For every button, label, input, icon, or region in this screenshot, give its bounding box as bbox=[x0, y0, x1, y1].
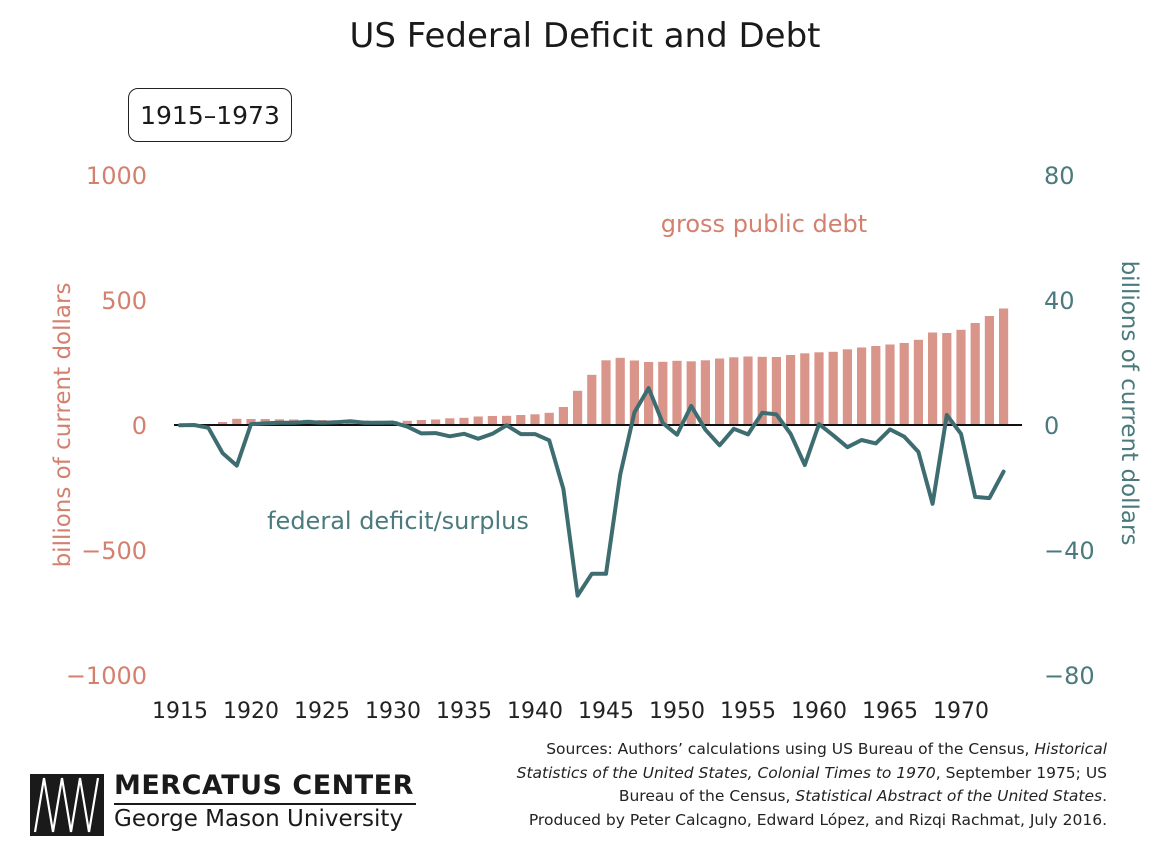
sources-line4-text: Produced by Peter Calcagno, Edward López… bbox=[528, 810, 1107, 829]
mercatus-logo: MERCATUS CENTER George Mason University bbox=[30, 770, 416, 840]
debt-bar bbox=[899, 343, 909, 425]
debt-bar bbox=[558, 407, 568, 425]
sources-line3-italic: Statistical Abstract of the United State… bbox=[795, 787, 1103, 805]
period-badge: 1915–1973 bbox=[128, 88, 292, 142]
debt-bar bbox=[473, 416, 483, 425]
debt-bar bbox=[516, 415, 526, 425]
debt-bar bbox=[771, 357, 781, 425]
left-axis-label: billions of current dollars bbox=[50, 283, 76, 568]
debt-bar bbox=[786, 355, 796, 425]
left-tick-label: −1000 bbox=[66, 662, 147, 690]
sources-note: Sources: Authors’ calculations using US … bbox=[507, 738, 1107, 832]
sources-line3-end: . bbox=[1102, 787, 1107, 805]
debt-series-label: gross public debt bbox=[661, 210, 867, 238]
left-tick-label: −500 bbox=[81, 537, 147, 565]
x-tick-label: 1955 bbox=[720, 699, 776, 724]
debt-bar bbox=[928, 332, 938, 425]
debt-bar bbox=[828, 351, 838, 426]
logo-divider bbox=[114, 803, 416, 805]
x-tick-label: 1920 bbox=[223, 699, 279, 724]
debt-bar bbox=[601, 360, 611, 426]
debt-bar bbox=[814, 352, 824, 426]
x-tick-label: 1950 bbox=[649, 699, 705, 724]
x-tick-label: 1970 bbox=[933, 699, 989, 724]
logo-subtitle: George Mason University bbox=[114, 806, 404, 832]
debt-bar bbox=[487, 416, 497, 425]
right-tick-label: 80 bbox=[1044, 162, 1075, 190]
sources-line3-text: Bureau of the Census, bbox=[618, 787, 796, 805]
debt-bar bbox=[942, 333, 952, 425]
x-tick-label: 1915 bbox=[152, 699, 208, 724]
debt-bar bbox=[984, 316, 994, 425]
left-tick-label: 500 bbox=[101, 287, 147, 315]
sources-line2-italic: Statistics of the United States, Colonia… bbox=[516, 763, 936, 782]
sources-line1-italic: Historical bbox=[1034, 740, 1107, 758]
debt-bar bbox=[842, 349, 852, 426]
logo-name: MERCATUS CENTER bbox=[114, 770, 414, 801]
x-tick-label: 1940 bbox=[507, 699, 563, 724]
debt-bar bbox=[459, 417, 469, 426]
debt-bar bbox=[999, 308, 1009, 425]
debt-bar bbox=[544, 412, 554, 426]
left-tick-label: 0 bbox=[132, 412, 147, 440]
debt-bar bbox=[530, 414, 540, 426]
debt-bar bbox=[857, 347, 867, 425]
debt-bar bbox=[757, 356, 767, 426]
x-tick-label: 1965 bbox=[862, 699, 918, 724]
debt-bar bbox=[445, 418, 455, 426]
debt-bar bbox=[218, 422, 228, 425]
debt-bar bbox=[672, 360, 682, 426]
debt-bar bbox=[587, 374, 597, 426]
debt-bar bbox=[615, 357, 625, 426]
debt-bar bbox=[700, 360, 710, 426]
x-tick-label: 1925 bbox=[294, 699, 350, 724]
debt-bar bbox=[573, 390, 583, 426]
debt-bar bbox=[232, 418, 242, 426]
debt-bar bbox=[729, 357, 739, 426]
mercatus-logo-icon bbox=[30, 774, 104, 836]
debt-bar bbox=[970, 323, 980, 425]
debt-bar bbox=[644, 362, 654, 425]
right-tick-label: 0 bbox=[1044, 412, 1059, 440]
right-axis-label: billions of current dollars bbox=[1116, 261, 1142, 546]
debt-bar bbox=[502, 415, 512, 426]
debt-bar bbox=[686, 361, 696, 426]
deficit-series-label: federal deficit/surplus bbox=[267, 507, 529, 535]
right-tick-label: −80 bbox=[1044, 662, 1095, 690]
debt-bar bbox=[885, 344, 895, 425]
x-tick-label: 1935 bbox=[436, 699, 492, 724]
debt-bar bbox=[658, 361, 668, 426]
sources-line2-text: , September 1975; US bbox=[935, 763, 1107, 782]
sources-line1-text: Sources: Authors’ calculations using US … bbox=[546, 740, 1035, 758]
debt-bar bbox=[800, 353, 810, 426]
debt-bar bbox=[956, 329, 966, 426]
debt-bar bbox=[416, 420, 426, 425]
debt-bar bbox=[715, 358, 725, 425]
debt-bar bbox=[246, 419, 256, 425]
x-tick-label: 1930 bbox=[365, 699, 421, 724]
debt-bar bbox=[402, 420, 412, 426]
x-tick-label: 1945 bbox=[578, 699, 634, 724]
debt-bar bbox=[913, 339, 923, 426]
chart-title: US Federal Deficit and Debt bbox=[349, 16, 821, 56]
right-tick-label: 40 bbox=[1044, 287, 1075, 315]
debt-bar bbox=[871, 346, 881, 425]
debt-bar bbox=[629, 360, 639, 425]
x-tick-label: 1960 bbox=[791, 699, 847, 724]
left-tick-label: 1000 bbox=[86, 162, 147, 190]
right-tick-label: −40 bbox=[1044, 537, 1095, 565]
debt-bar bbox=[431, 419, 441, 425]
debt-bar bbox=[743, 356, 753, 425]
